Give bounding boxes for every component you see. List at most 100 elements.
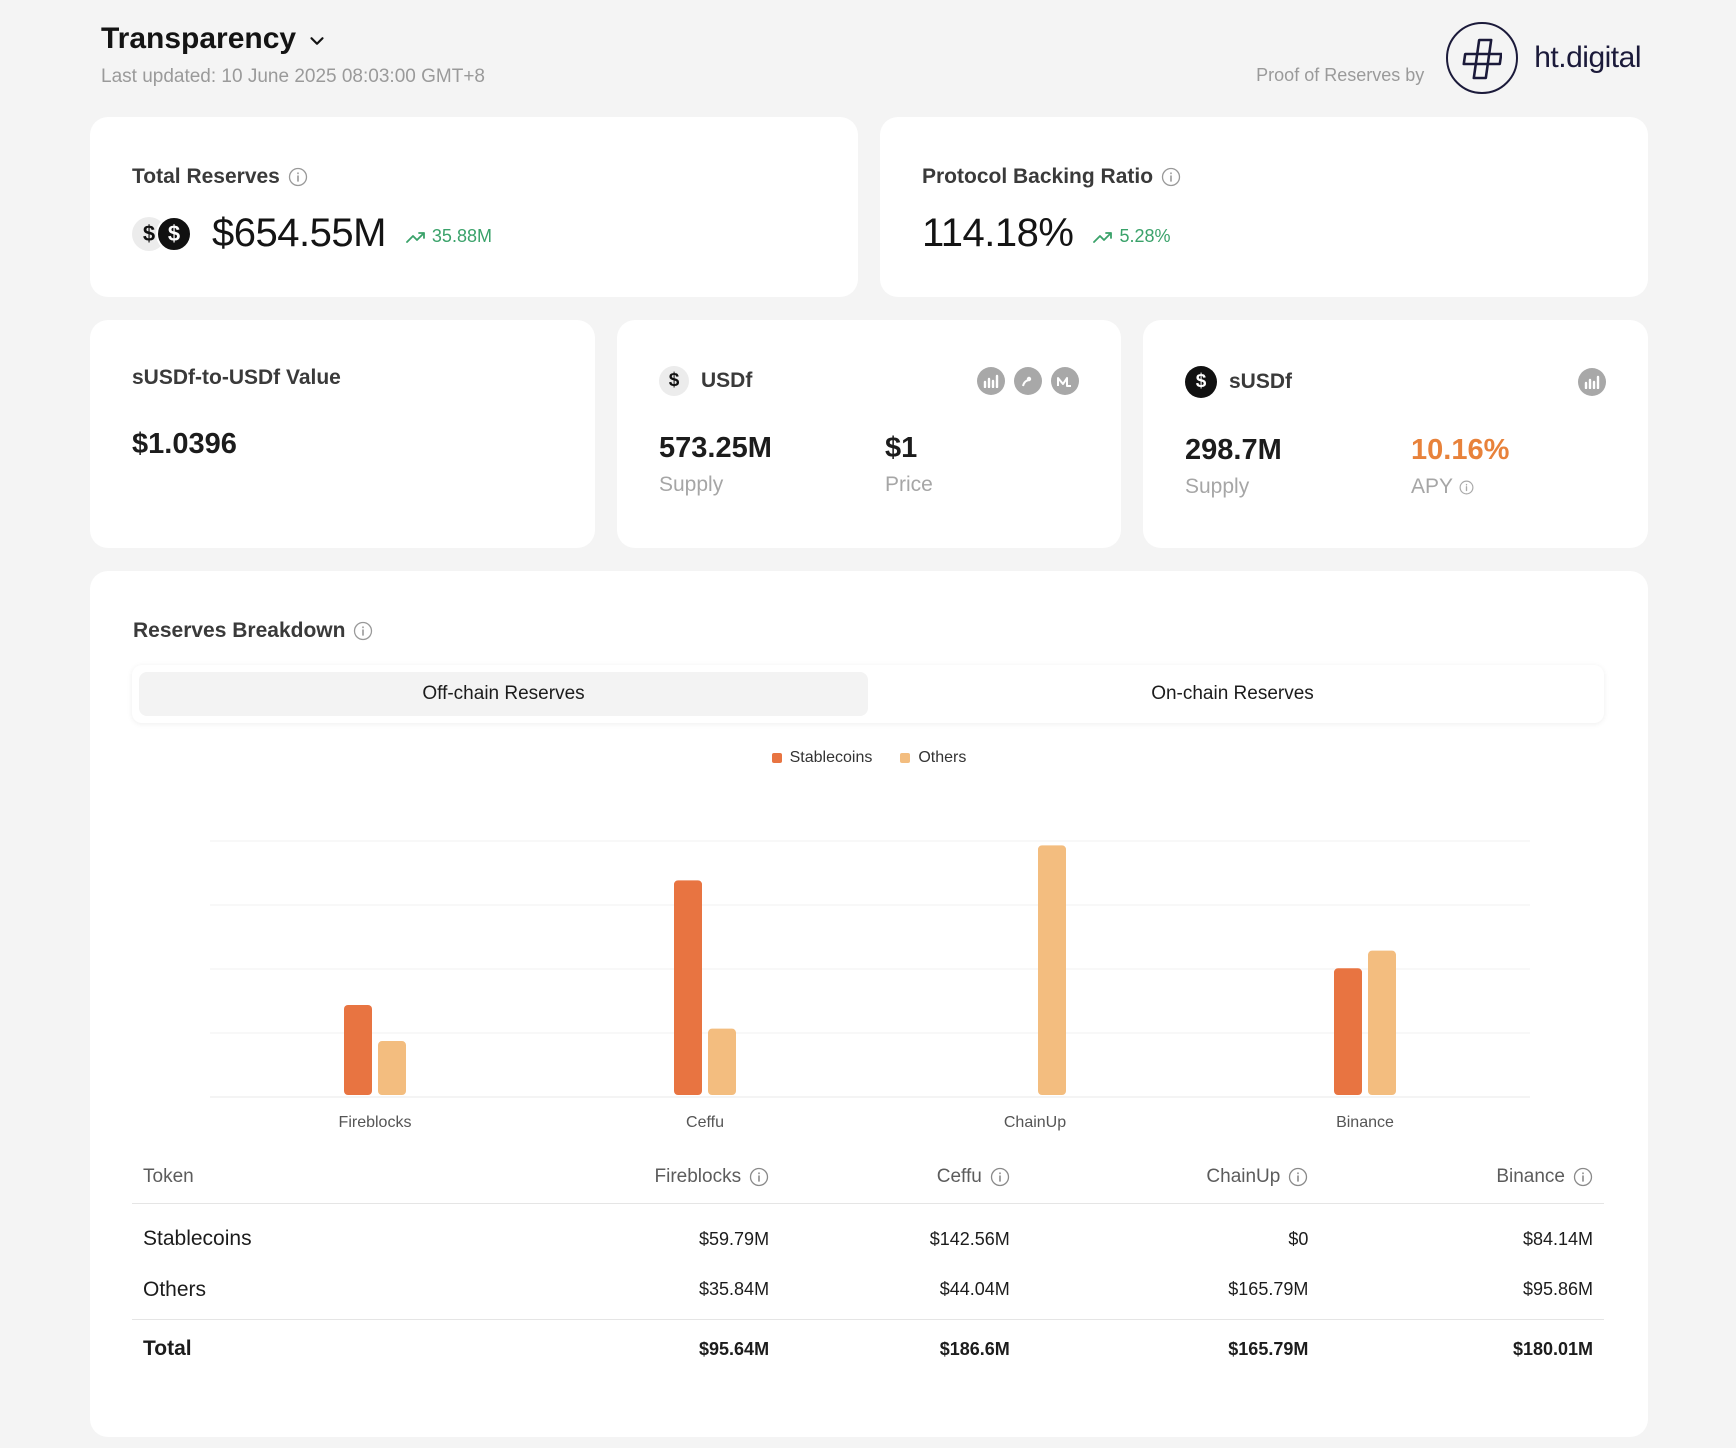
susdf-coin-icon: $	[1185, 366, 1217, 398]
bar-others-fireblocks[interactable]	[378, 1041, 406, 1095]
table-cell: Others	[143, 1277, 207, 1301]
legend-label: Others	[918, 749, 967, 766]
page-title: Transparency	[101, 22, 297, 55]
supply-label: Supply	[1185, 475, 1250, 498]
defillama-icon[interactable]	[1578, 368, 1606, 396]
reserves-breakdown-card: Reserves Breakdown Off-chain Reserves On…	[90, 571, 1648, 1437]
susdf-coin-icon: $	[156, 215, 192, 252]
usdf-price: $1	[885, 432, 918, 464]
bar-others-ceffu[interactable]	[708, 1028, 736, 1095]
total-reserves-change: 35.88M	[406, 226, 492, 247]
defillama-icon[interactable]	[977, 367, 1005, 395]
coinmarketcap-icon[interactable]	[1051, 367, 1079, 395]
table-cell: $95.86M	[1522, 1279, 1593, 1300]
table-cell: $0	[1288, 1228, 1309, 1249]
table-cell: $95.64M	[448, 1318, 781, 1379]
table-cell: $59.79M	[699, 1228, 770, 1249]
proof-of-reserves: Proof of Reserves by ht.digital	[1256, 22, 1641, 94]
th-chainup: ChainUp	[1020, 1151, 1320, 1204]
susdf-apy: 10.16%	[1411, 434, 1510, 466]
th-label: Binance	[1496, 1165, 1565, 1187]
last-updated: Last updated: 10 June 2025 08:03:00 GMT+…	[101, 66, 485, 87]
table-cell: $165.79M	[1020, 1318, 1320, 1379]
bar-stablecoins-fireblocks[interactable]	[344, 1004, 372, 1095]
total-reserves-label: Total Reserves	[132, 165, 816, 189]
table-row: Stablecoins $59.79M $142.56M $0 $84.14M	[132, 1203, 1604, 1261]
token-name: sUSDf	[1229, 370, 1293, 393]
breakdown-label: Reserves Breakdown	[133, 619, 373, 643]
info-icon[interactable]	[1573, 1167, 1593, 1187]
x-tick-label: ChainUp	[1004, 1114, 1066, 1131]
change-value: 5.28%	[1119, 226, 1171, 246]
chevron-down-icon	[310, 37, 324, 45]
table-cell: $84.14M	[1522, 1228, 1593, 1249]
legend-item-stablecoins[interactable]: Stablecoins	[771, 749, 872, 767]
usdf-links	[977, 367, 1079, 395]
info-icon[interactable]	[353, 621, 373, 641]
total-reserves-card: Total Reserves $ $ $654.55M 35.88M	[90, 117, 858, 297]
bar-stablecoins-binance[interactable]	[1334, 968, 1362, 1095]
token-name: USDf	[701, 369, 753, 392]
th-label: ChainUp	[1206, 1165, 1281, 1187]
logo-text: ht.digital	[1534, 41, 1641, 74]
info-icon[interactable]	[1288, 1167, 1308, 1187]
th-label: Token	[143, 1165, 194, 1187]
th-label: Ceffu	[936, 1165, 982, 1187]
table-cell: $186.6M	[780, 1318, 1021, 1379]
susdf-value-card: sUSDf-to-USDf Value $1.0396	[90, 320, 595, 548]
apy-label-text: APY	[1411, 475, 1454, 498]
usdf-label: $ USDf	[659, 366, 752, 396]
info-icon[interactable]	[1459, 480, 1474, 495]
table-row: Others $35.84M $44.04M $165.79M $95.86M	[132, 1261, 1604, 1319]
table-cell: $165.79M	[1228, 1279, 1309, 1300]
legend-swatch	[900, 753, 911, 763]
title-dropdown[interactable]: Transparency	[101, 22, 1641, 56]
bar-others-binance[interactable]	[1368, 950, 1396, 1095]
tab-off-chain[interactable]: Off-chain Reserves	[139, 672, 868, 716]
reserves-table: Token Fireblocks Ceffu ChainUp Binance S…	[132, 1151, 1604, 1379]
susdf-value-label: sUSDf-to-USDf Value	[132, 366, 341, 389]
legend-item-others[interactable]: Others	[900, 749, 966, 767]
table-total-row: Total $95.64M $186.6M $165.79M $180.01M	[132, 1318, 1604, 1379]
trending-up-icon	[406, 231, 425, 243]
backing-ratio-value: 114.18%	[922, 211, 1074, 255]
bar-stablecoins-ceffu[interactable]	[674, 880, 702, 1095]
table-cell: $44.04M	[939, 1279, 1010, 1300]
usdf-supply: 573.25M	[659, 432, 772, 464]
info-icon[interactable]	[1161, 167, 1181, 187]
info-icon[interactable]	[288, 167, 308, 187]
table-cell: $35.84M	[699, 1279, 770, 1300]
info-icon[interactable]	[749, 1167, 769, 1187]
info-icon[interactable]	[990, 1167, 1010, 1187]
x-tick-label: Fireblocks	[339, 1114, 412, 1131]
proof-label: Proof of Reserves by	[1256, 64, 1425, 85]
reserves-bar-chart: Fireblocks Ceffu ChainUp Binance	[210, 840, 1530, 1131]
tab-on-chain[interactable]: On-chain Reserves	[1151, 683, 1314, 704]
x-tick-label: Ceffu	[686, 1114, 724, 1131]
change-value: 35.88M	[431, 226, 492, 246]
backing-ratio-label: Protocol Backing Ratio	[922, 165, 1606, 189]
th-fireblocks: Fireblocks	[448, 1151, 781, 1204]
card-title: Total Reserves	[132, 165, 280, 188]
th-ceffu: Ceffu	[780, 1151, 1021, 1204]
table-header-row: Token Fireblocks Ceffu ChainUp Binance	[132, 1151, 1604, 1204]
total-reserves-value: $654.55M	[212, 211, 386, 255]
usdf-card: $ USDf 573.25M Supply $1 Price	[617, 320, 1121, 548]
table-cell: $180.01M	[1319, 1318, 1604, 1379]
bar-others-chainup[interactable]	[1038, 845, 1066, 1095]
th-token: Token	[132, 1151, 449, 1204]
apy-label: APY	[1411, 475, 1509, 499]
chart-legend: Stablecoins Others	[90, 749, 1648, 767]
usdf-coin-icon: $	[659, 366, 689, 396]
coingecko-icon[interactable]	[1014, 367, 1042, 395]
ht-digital-logo-icon[interactable]	[1446, 22, 1519, 94]
legend-swatch	[771, 753, 782, 763]
th-label: Fireblocks	[654, 1165, 742, 1187]
page-header: Transparency Last updated: 10 June 2025 …	[101, 22, 1641, 97]
susdf-label: $ sUSDf	[1185, 366, 1292, 398]
backing-ratio-change: 5.28%	[1093, 226, 1171, 247]
table-cell: $142.56M	[929, 1228, 1010, 1249]
price-label: Price	[885, 473, 933, 496]
susdf-value: $1.0396	[132, 428, 237, 460]
supply-label: Supply	[659, 473, 724, 496]
